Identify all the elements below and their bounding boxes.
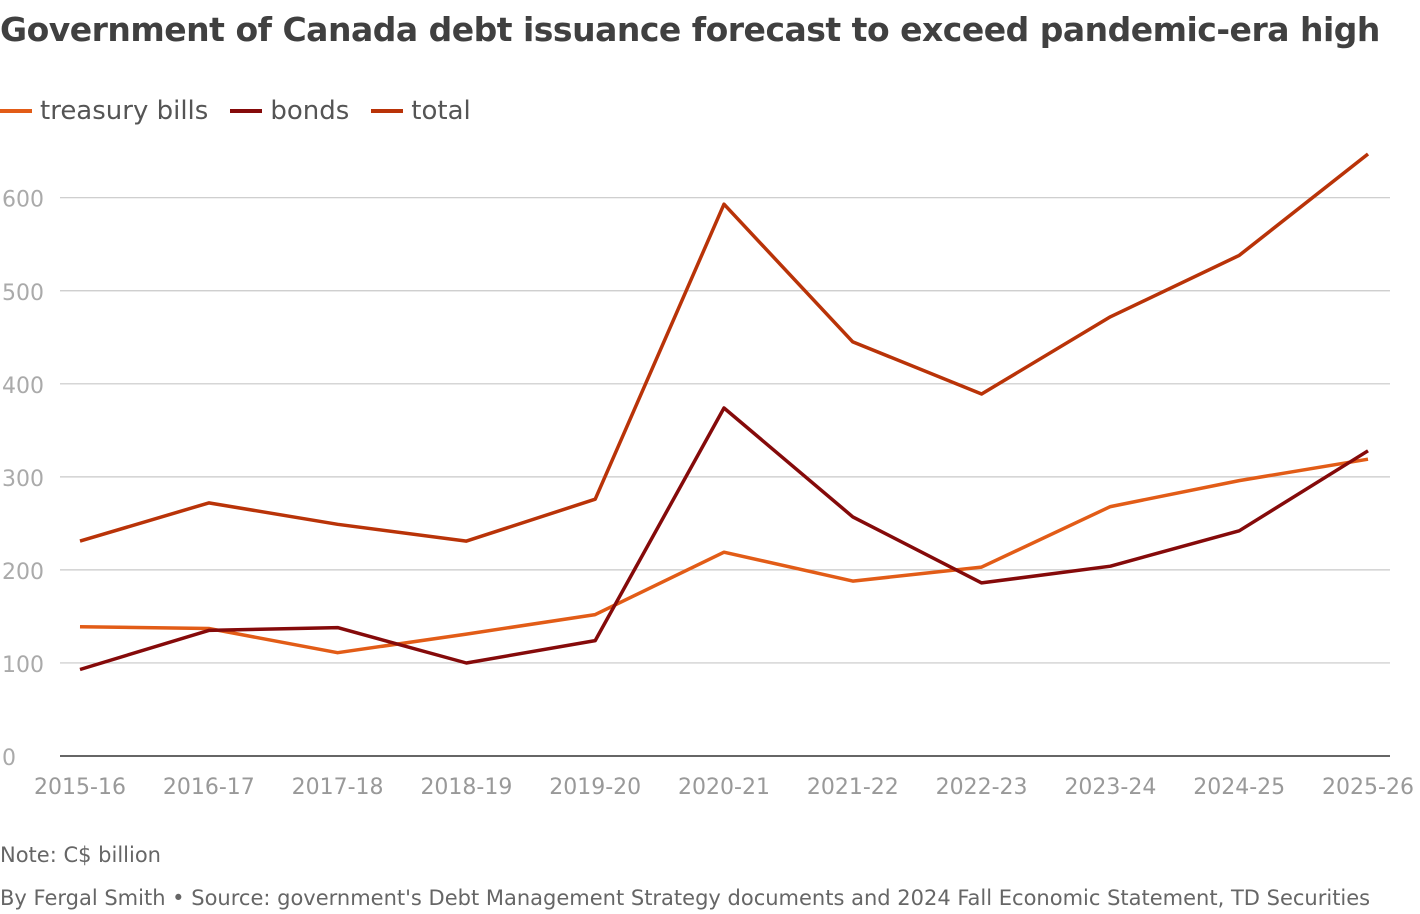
legend-swatch: [0, 109, 32, 113]
y-tick-label: 100: [2, 653, 44, 678]
series-line-total: [79, 152, 1370, 543]
x-tick-label: 2024-25: [1193, 775, 1285, 800]
note: Note: C$ billion: [0, 843, 161, 867]
y-tick-label: 500: [2, 281, 44, 306]
legend: treasury bills bonds total: [0, 96, 471, 126]
chart-title: Government of Canada debt issuance forec…: [0, 10, 1380, 49]
x-tick-label: 2018-19: [420, 775, 512, 800]
x-tick-label: 2017-18: [292, 775, 384, 800]
x-tick-label: 2022-23: [936, 775, 1028, 800]
series-line-bonds: [79, 406, 1369, 672]
y-tick-label: 200: [2, 560, 44, 585]
x-tick-label: 2016-17: [163, 775, 255, 800]
x-tick-label: 2023-24: [1064, 775, 1156, 800]
legend-item: treasury bills: [0, 96, 208, 126]
legend-swatch: [230, 109, 263, 113]
legend-label: bonds: [270, 96, 350, 126]
legend-item: bonds: [230, 96, 349, 126]
legend-swatch: [371, 109, 404, 113]
y-tick-label: 600: [2, 188, 44, 213]
x-tick-label: 2019-20: [549, 775, 641, 800]
series-line-treasury-bills: [79, 457, 1369, 655]
legend-label: treasury bills: [40, 96, 209, 126]
y-tick-label: 300: [2, 467, 44, 492]
source-credit: By Fergal Smith • Source: government's D…: [0, 886, 1371, 910]
x-tick-label: 2025-26: [1322, 775, 1414, 800]
x-tick-label: 2020-21: [678, 775, 770, 800]
legend-item: total: [371, 96, 471, 126]
legend-label: total: [411, 96, 471, 126]
y-tick-label: 0: [2, 746, 16, 771]
x-tick-label: 2021-22: [807, 775, 899, 800]
y-tick-label: 400: [2, 374, 44, 399]
x-tick-label: 2015-16: [34, 775, 126, 800]
